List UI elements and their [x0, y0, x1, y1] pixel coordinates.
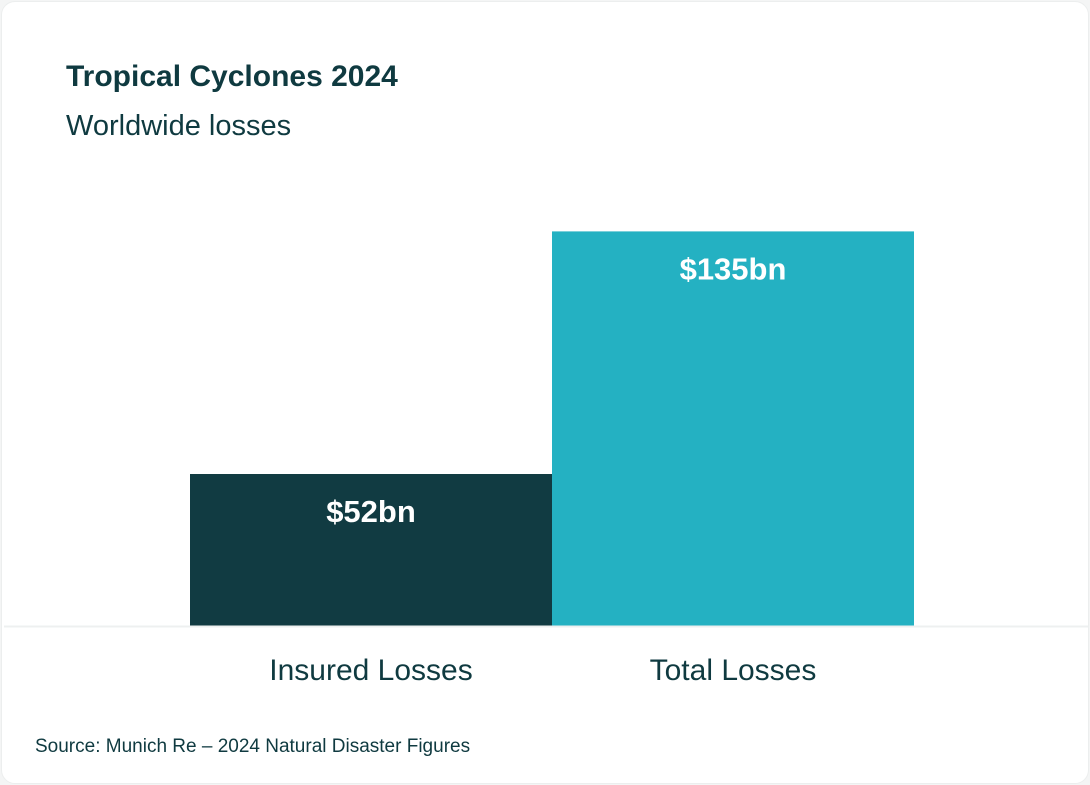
chart-title: Tropical Cyclones 2024	[66, 60, 398, 93]
bar-insured-losses	[190, 474, 552, 626]
data-label: $52bn	[326, 494, 416, 529]
source-note: Source: Munich Re – 2024 Natural Disaste…	[35, 736, 471, 757]
chart-subtitle: Worldwide losses	[66, 110, 292, 142]
category-label: Insured Losses	[269, 654, 472, 687]
data-label: $135bn	[680, 251, 787, 286]
category-label: Total Losses	[650, 654, 817, 687]
bar-total-losses	[552, 231, 914, 626]
